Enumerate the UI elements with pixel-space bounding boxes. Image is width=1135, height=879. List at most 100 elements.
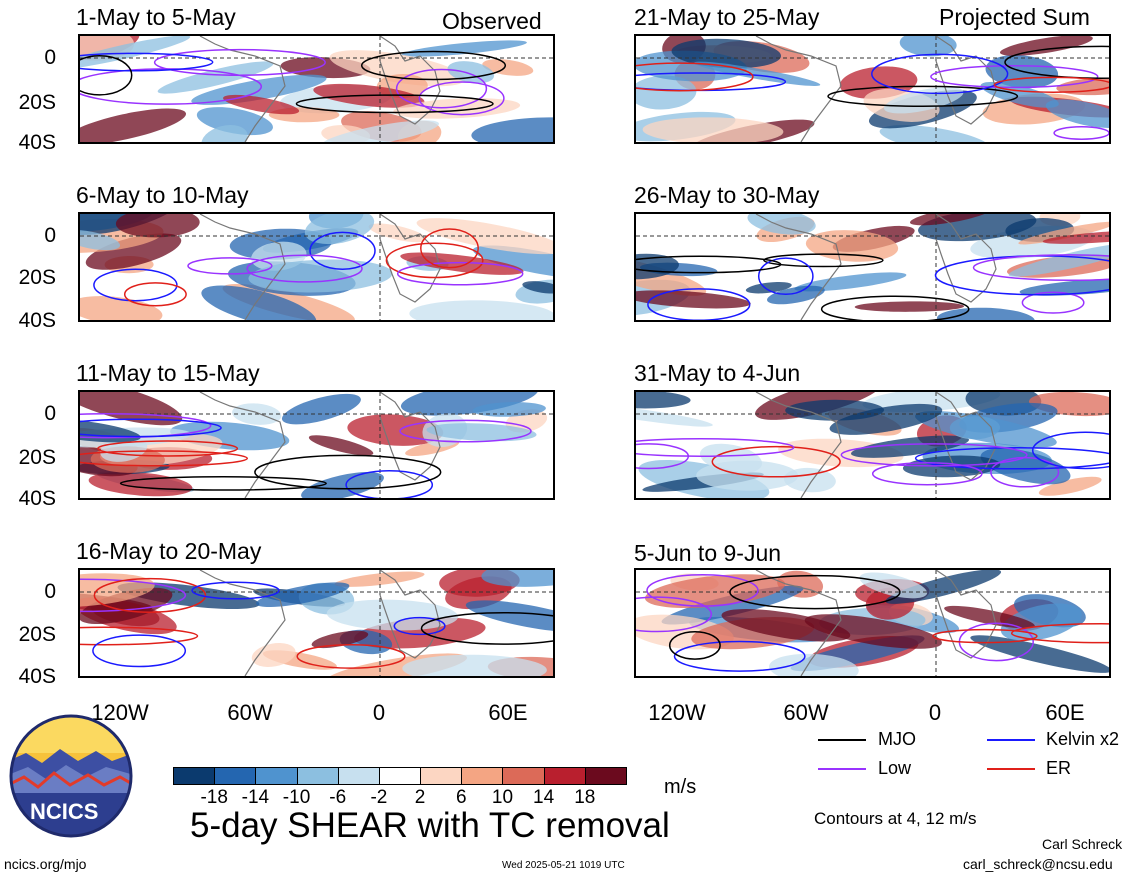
map-panel-3	[78, 390, 555, 500]
shear-blob	[980, 448, 1071, 485]
er-contour	[385, 242, 484, 279]
low-contour	[395, 68, 488, 109]
colorbar-tick-label: -6	[329, 787, 347, 808]
coastline-africa	[379, 214, 441, 303]
shear-blob	[281, 393, 361, 425]
shear-blob	[471, 117, 553, 142]
shear-blob	[308, 435, 374, 456]
shear-blob	[1038, 476, 1102, 496]
ytick-40s-row2: 40S	[18, 309, 56, 332]
coastline-south-america	[199, 36, 286, 142]
er-contour	[123, 282, 187, 307]
map-field	[636, 392, 1109, 498]
coastline-south-america	[755, 36, 842, 142]
coastline-africa	[379, 36, 441, 125]
low-contour	[840, 443, 1028, 467]
mjo-contour	[1004, 45, 1109, 79]
er-contour	[97, 440, 239, 457]
er-contour	[80, 450, 249, 467]
shear-blob	[522, 281, 553, 294]
shear-blob	[721, 608, 851, 642]
kelvin-contour	[80, 52, 214, 72]
ytick-20s-row4: 20S	[18, 623, 56, 646]
xtick-0-right: 0	[928, 700, 942, 725]
shear-blob	[409, 300, 553, 320]
kelvin-contour	[673, 640, 806, 672]
shear-blob	[85, 233, 182, 270]
map-panel-6	[634, 212, 1111, 322]
coastline-africa	[935, 570, 997, 659]
colorbar-cell	[378, 767, 422, 785]
legend-mjo-label: MJO	[878, 729, 916, 749]
ytick-40s-row4: 40S	[18, 665, 56, 688]
shear-blob	[829, 403, 943, 435]
er-contour	[93, 577, 207, 613]
coastline-south-america	[199, 392, 286, 498]
colorbar-ticks: -18 -14 -10 -6 -2 2 6 10 14 18	[173, 787, 626, 809]
shear-blob	[747, 214, 816, 235]
footer-url[interactable]: ncics.org/mjo	[4, 856, 87, 872]
kelvin-contour	[871, 53, 1009, 95]
shear-blob	[401, 40, 527, 57]
footer-author: Carl Schreck	[1042, 836, 1123, 852]
shear-blob	[671, 38, 782, 69]
colorbar-tick-label: -10	[282, 787, 311, 808]
map-field	[636, 570, 1109, 676]
colorbar-cell	[255, 767, 298, 785]
coastline-south-america	[755, 214, 842, 320]
mjo-contour	[80, 54, 133, 96]
er-contour	[296, 643, 406, 669]
footer-email[interactable]: carl_schreck@ncsu.edu	[963, 856, 1113, 872]
low-contour	[636, 443, 690, 470]
shear-blob	[472, 402, 546, 417]
map-field	[80, 214, 553, 320]
er-contour	[420, 228, 479, 269]
low-contour	[399, 419, 532, 443]
xtick-120w-right: 120W	[648, 700, 706, 725]
shear-blob	[642, 117, 784, 142]
ytick-40s-row1: 40S	[18, 131, 56, 154]
low-contour	[1053, 126, 1109, 140]
shear-blob	[915, 411, 1057, 448]
shear-blob	[636, 75, 697, 110]
shear-blob	[769, 653, 859, 676]
coastline-south-america	[755, 392, 842, 498]
projected-sum-label: Projected Sum	[939, 4, 1090, 30]
mjo-contour	[119, 476, 327, 491]
low-contour	[930, 65, 1099, 89]
colorbar-cell	[337, 767, 380, 785]
shear-blob	[693, 61, 821, 86]
colorbar-cell	[461, 767, 504, 785]
coastline-africa	[935, 392, 997, 481]
shear-blob	[368, 223, 427, 243]
low-contour	[871, 461, 983, 486]
shear-blob	[909, 214, 993, 226]
colorbar-cell	[502, 767, 545, 785]
shear-blob	[970, 635, 1109, 673]
colorbar-cell	[173, 767, 216, 785]
low-contour	[972, 254, 1109, 282]
legend-kelvin-label: Kelvin x2	[1046, 729, 1120, 749]
kelvin-contour	[345, 470, 434, 498]
er-contour	[80, 626, 199, 646]
colorbar-tick-label: 6	[455, 787, 467, 808]
legend-er-line	[987, 768, 1035, 770]
logo-text: NCICS	[30, 799, 99, 824]
colorbar-cell	[543, 767, 586, 785]
er-contour	[932, 628, 1038, 644]
shear-blob	[256, 582, 350, 608]
shear-blob	[636, 253, 679, 280]
shear-blob	[80, 214, 179, 236]
mjo-contour	[763, 253, 884, 268]
footer-timestamp: Wed 2025-05-21 1019 UTC	[502, 860, 625, 871]
shear-blob	[201, 285, 317, 320]
shear-blob	[201, 125, 248, 142]
colorbar-tick-label: -2	[370, 787, 388, 808]
kelvin-contour	[757, 257, 814, 296]
shear-blob	[794, 272, 907, 292]
map-field	[636, 36, 1109, 142]
colorbar-tick-label: 10	[491, 787, 514, 808]
legend-low-label: Low	[878, 758, 912, 778]
shear-blob	[223, 94, 300, 115]
er-contour	[711, 445, 841, 478]
